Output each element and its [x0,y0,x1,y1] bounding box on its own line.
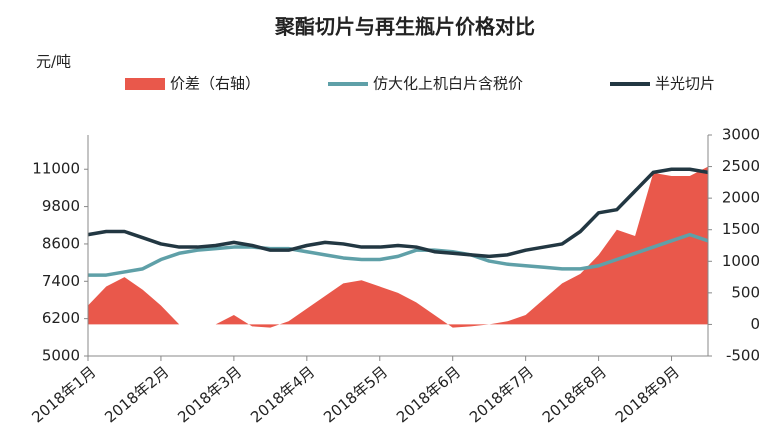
chart-title: 聚酯切片与再生瓶片价格对比 [274,15,535,39]
y2-tick-label: 2000 [722,189,760,207]
area [88,166,708,328]
y2-tick-label: 0 [750,315,760,333]
line [87,167,709,259]
x-tick-label: 2018年7月 [466,363,537,427]
legend-label: 价差（右轴） [170,75,260,93]
y-tick-label: 7400 [42,272,80,290]
y-tick-label: 6200 [42,309,80,327]
legend-swatch [125,78,165,90]
y2-tick-label: 1500 [722,220,760,238]
x-tick-label: 2018年9月 [612,363,683,427]
y2-tick-label: 3000 [722,126,760,144]
x-tick-label: 2018年2月 [101,363,172,427]
line [88,232,709,277]
y-tick-label: 11000 [32,160,80,178]
legend-label: 半光切片 [655,75,715,93]
y2-tick-label: 2500 [722,157,760,175]
y2-tick-label: 1000 [722,252,760,270]
x-tick-label: 2018年4月 [247,363,318,427]
y2-tick-label: -500 [726,347,760,365]
x-tick-label: 2018年8月 [539,363,610,427]
legend-label: 仿大化上机白片含税价 [373,75,523,93]
y-axis-label: 元/吨 [36,53,71,71]
x-tick-label: 2018年1月 [28,363,99,427]
y-tick-label: 5000 [42,347,80,365]
y-tick-label: 8600 [42,234,80,252]
x-tick-label: 2018年6月 [393,363,464,427]
y-tick-label: 9800 [42,197,80,215]
x-tick-label: 2018年3月 [174,363,245,427]
x-tick-label: 2018年5月 [320,363,391,427]
y2-tick-label: 500 [731,283,760,301]
